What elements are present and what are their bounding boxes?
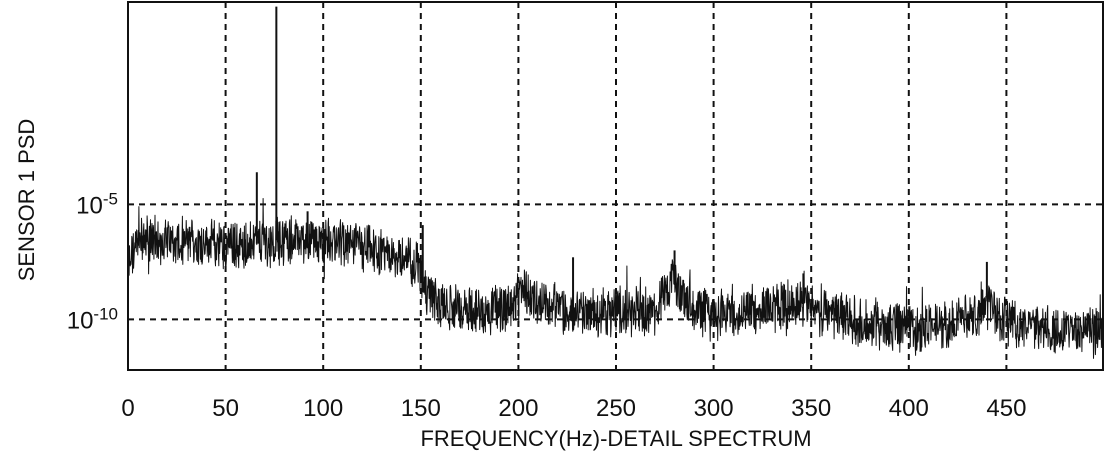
plot-frame — [127, 1, 1104, 371]
x-tick-label: 200 — [498, 395, 538, 422]
peaks — [255, 6, 988, 313]
x-tick-label: 250 — [596, 395, 636, 422]
x-tick-label: 350 — [791, 395, 831, 422]
x-tick-label: 100 — [303, 395, 343, 422]
x-tick-label: 0 — [121, 395, 134, 422]
y-axis-label: SENSOR 1 PSD — [14, 119, 39, 282]
x-tick-label: 450 — [986, 395, 1026, 422]
x-tick-label: 300 — [694, 395, 734, 422]
x-axis-label: FREQUENCY(Hz)-DETAIL SPECTRUM — [420, 426, 811, 451]
x-axis-ticks: 0 50 100 150 200 250 300 350 400 450 — [121, 395, 1026, 422]
y-tick-label: 10-5 — [76, 189, 118, 219]
psd-series-line — [127, 198, 1104, 370]
x-tick-label: 150 — [401, 395, 441, 422]
psd-trace — [127, 198, 1104, 370]
x-tick-label: 400 — [889, 395, 929, 422]
x-tick-label: 50 — [212, 395, 239, 422]
y-tick-label: 10-10 — [67, 304, 118, 334]
y-axis-ticks: 10-5 10-10 — [67, 189, 118, 334]
